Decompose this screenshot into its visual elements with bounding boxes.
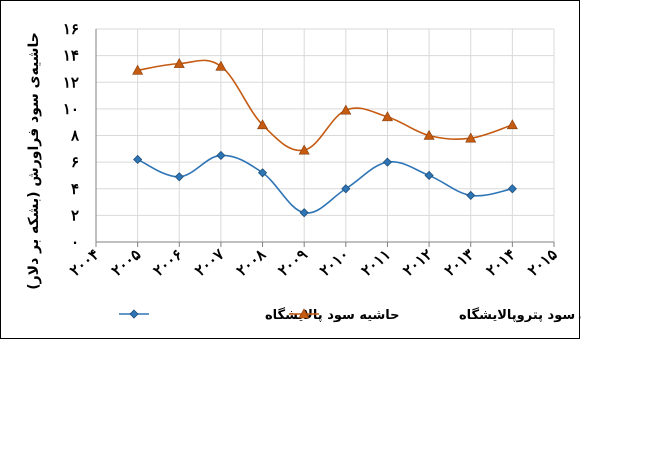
data-point-refinery: [341, 184, 351, 194]
x-tick-label: ۲۰۰۷: [192, 245, 228, 279]
x-tick-label: ۲۰۱۰: [317, 246, 353, 280]
y-tick-label: ۲: [71, 207, 79, 224]
x-tick-label: ۲۰۱۱: [358, 246, 394, 280]
x-tick-label: ۲۰۰۸: [233, 245, 269, 279]
data-point-refinery: [174, 172, 184, 182]
data-point-petro-refinery: [173, 57, 185, 68]
x-tick-label: ۲۰۱۳: [442, 246, 478, 280]
x-tick-labels: ۲۰۰۴ ۲۰۰۵ ۲۰۰۶ ۲۰۰۷ ۲۰۰۸ ۲۰۰۹ ۲۰۱۰ ۲۰۱۱ ۲۰۱۲ ۲۰۱۳…: [67, 245, 561, 279]
legend-item-petro-refinery: حاشیه سود پتروپالایشگاه: [289, 307, 581, 323]
data-point-refinery: [466, 190, 476, 200]
data-point-refinery: [382, 157, 393, 167]
data-point-refinery: [257, 168, 268, 178]
data-point-petro-refinery: [423, 129, 435, 140]
x-tick-label: ۲۰۰۵: [109, 246, 145, 280]
series-line-petro-refinery: [137, 59, 513, 152]
legend-label-petro-refinery: حاشیه سود پتروپالایشگاه: [459, 307, 581, 323]
y-tick-label: ۶: [71, 154, 79, 171]
data-point-refinery: [424, 170, 434, 181]
data-point-petro-refinery: [132, 64, 144, 75]
data-point-refinery: [133, 154, 143, 165]
data-point-petro-refinery: [340, 104, 352, 115]
x-tick-label: ۲۰۰۹: [275, 246, 311, 280]
legend: حاشیه سود پالایشگاه حاشیه سود پتروپالایش…: [119, 307, 581, 323]
chart-container: ۰ ۲ ۴ ۶ ۸ ۱۰ ۱۲ ۱۴ ۱۶ ۲۰۰۴ ۲۰۰۵ ۲۰۰۶ ۲۰۰۷ ۲۰۰۸ ۲۰۰۹ ۲۰…: [0, 0, 581, 339]
y-tick-label: ۰: [71, 234, 79, 251]
data-point-petro-refinery: [215, 60, 227, 71]
y-tick-label: ۱۴: [63, 48, 79, 65]
y-axis-title: حاشیه‌ی سود فراورش (بشکه بر دلار): [26, 32, 42, 290]
y-tick-labels: ۰ ۲ ۴ ۶ ۸ ۱۰ ۱۲ ۱۴ ۱۶: [63, 21, 80, 251]
data-point-petro-refinery: [298, 144, 310, 155]
data-point-petro-refinery: [381, 111, 393, 122]
data-point-petro-refinery: [506, 119, 518, 130]
y-tick-label: ۱۶: [63, 21, 79, 38]
series-line-refinery: [137, 154, 513, 214]
data-point-petro-refinery: [465, 132, 477, 143]
y-tick-label: ۴: [71, 181, 79, 198]
y-tick-label: ۸: [70, 128, 80, 145]
x-tick-label: ۲۰۰۴: [67, 246, 103, 280]
x-tick-label: ۲۰۱۴: [483, 246, 519, 280]
y-tick-label: ۱۲: [63, 74, 79, 91]
y-tick-label: ۱۰: [63, 101, 79, 118]
x-tick-label: ۲۰۱۵: [525, 246, 561, 280]
legend-item-refinery: حاشیه سود پالایشگاه: [119, 307, 400, 323]
data-point-refinery: [299, 208, 309, 218]
x-tick-label: ۲۰۰۶: [150, 246, 186, 280]
x-tick-label: ۲۰۱۲: [400, 246, 436, 280]
data-point-petro-refinery: [257, 119, 269, 130]
data-point-refinery: [216, 150, 226, 161]
legend-marker-petro-refinery: [298, 308, 310, 319]
legend-marker-refinery: [129, 309, 139, 319]
data-point-refinery: [507, 184, 517, 194]
axes: [95, 29, 555, 247]
legend-label-refinery: حاشیه سود پالایشگاه: [265, 307, 400, 323]
data-series: [132, 57, 518, 218]
